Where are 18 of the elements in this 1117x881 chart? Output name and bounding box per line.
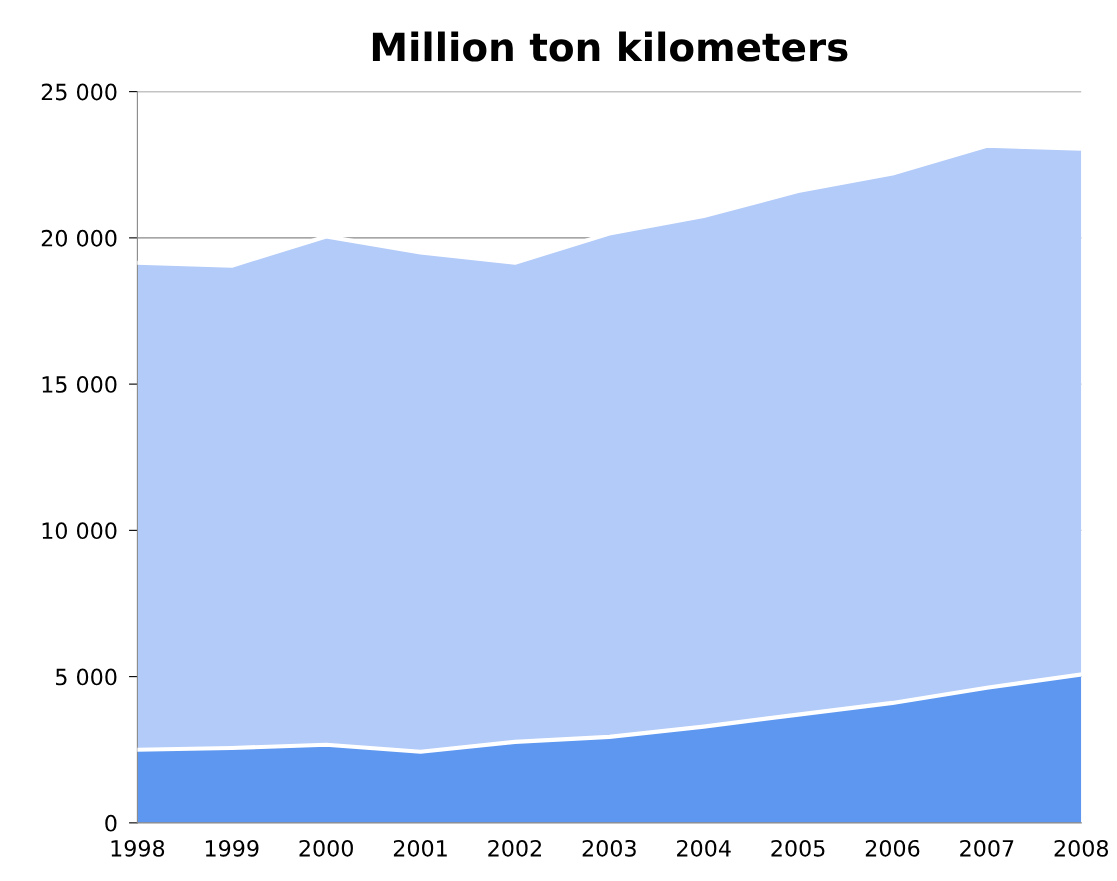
- x-tick-label: 2007: [960, 839, 1014, 857]
- chart-title: Million ton kilometers: [372, 31, 848, 62]
- y-tick-label: 5 000: [56, 668, 117, 686]
- x-tick-label: 2006: [865, 839, 920, 857]
- x-tick-label: 2001: [393, 839, 447, 857]
- x-tick-label: 1998: [111, 839, 165, 857]
- y-tick-label: 10 000: [42, 522, 117, 540]
- y-tick-label: 0: [105, 814, 117, 832]
- x-tick-label: 1999: [205, 839, 259, 857]
- x-tick-label: 2004: [677, 839, 731, 857]
- y-tick-label: 25 000: [41, 83, 117, 101]
- x-tick-label: 2000: [299, 839, 353, 857]
- x-tick-label: 2005: [771, 839, 825, 857]
- y-tick-label: 15 000: [42, 376, 117, 393]
- y-tick-label: 20 000: [41, 229, 117, 247]
- x-tick-label: 2008: [1054, 839, 1109, 857]
- x-tick-label: 2003: [582, 839, 636, 857]
- x-tick-label: 2002: [488, 839, 541, 857]
